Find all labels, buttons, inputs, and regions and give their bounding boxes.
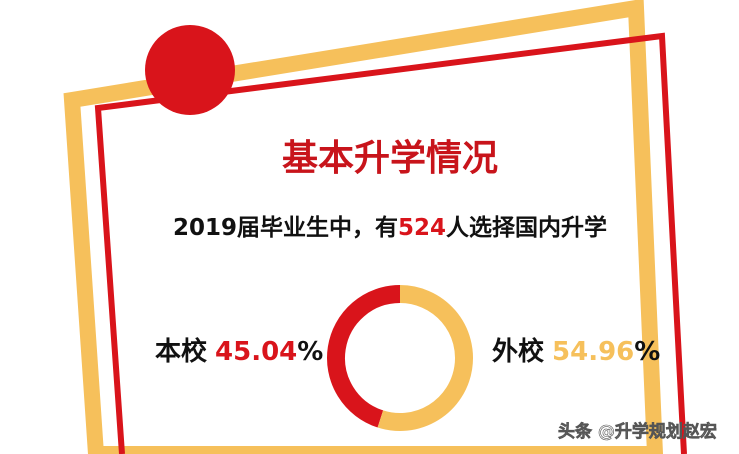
donut-segment (327, 285, 401, 428)
watermark: 头条 @升学规划赵宏 (558, 421, 717, 442)
subtitle-text: 2019届毕业生中，有 (173, 214, 398, 241)
red-frame (94, 32, 687, 454)
subtitle-text: 人选择国内升学 (446, 214, 607, 241)
label-right: 外校 54.96% (492, 336, 660, 367)
subtitle: 2019届毕业生中，有524人选择国内升学 (173, 214, 607, 241)
title: 基本升学情况 (282, 137, 498, 179)
unit-label: % (634, 337, 660, 367)
donut-segment (377, 285, 473, 431)
subtitle-number: 524 (398, 215, 446, 241)
category-label: 外校 (492, 336, 545, 367)
unit-label: % (297, 337, 323, 367)
value-label: 54.96 (552, 337, 634, 367)
yellow-frame (63, 0, 664, 454)
red-dot (145, 25, 235, 115)
category-label: 本校 (155, 336, 208, 367)
donut (327, 285, 473, 431)
label-left: 本校 45.04% (155, 336, 323, 367)
value-label: 45.04 (215, 337, 297, 367)
